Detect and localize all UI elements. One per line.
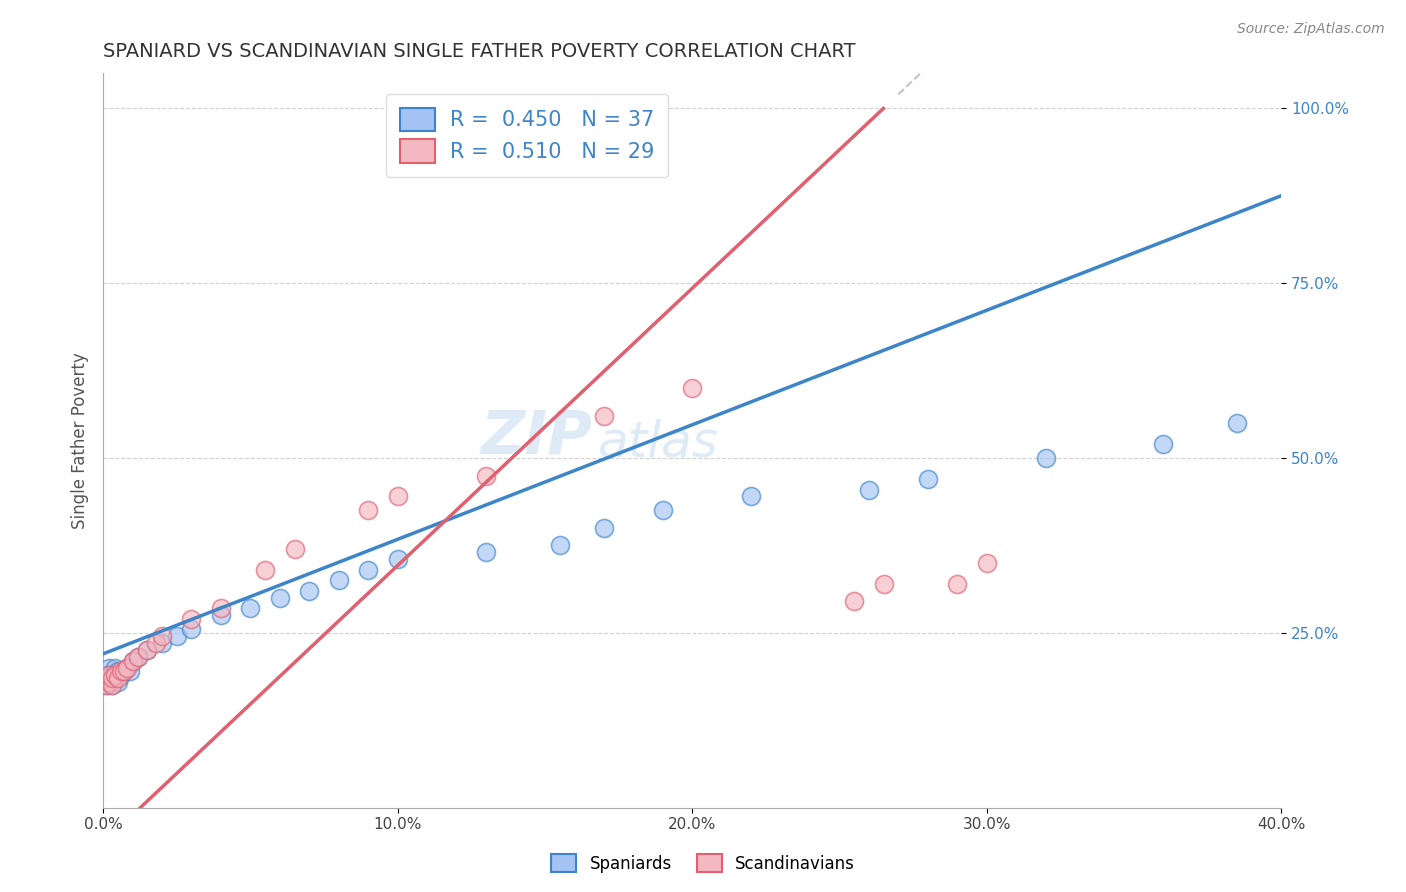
- Text: ZIP: ZIP: [479, 408, 592, 467]
- Text: SPANIARD VS SCANDINAVIAN SINGLE FATHER POVERTY CORRELATION CHART: SPANIARD VS SCANDINAVIAN SINGLE FATHER P…: [103, 42, 856, 61]
- Legend: Spaniards, Scandinavians: Spaniards, Scandinavians: [544, 847, 862, 880]
- Legend: R =  0.450   N = 37, R =  0.510   N = 29: R = 0.450 N = 37, R = 0.510 N = 29: [387, 95, 668, 177]
- Y-axis label: Single Father Poverty: Single Father Poverty: [72, 352, 89, 529]
- Text: Source: ZipAtlas.com: Source: ZipAtlas.com: [1237, 22, 1385, 37]
- Text: atlas: atlas: [598, 418, 718, 467]
